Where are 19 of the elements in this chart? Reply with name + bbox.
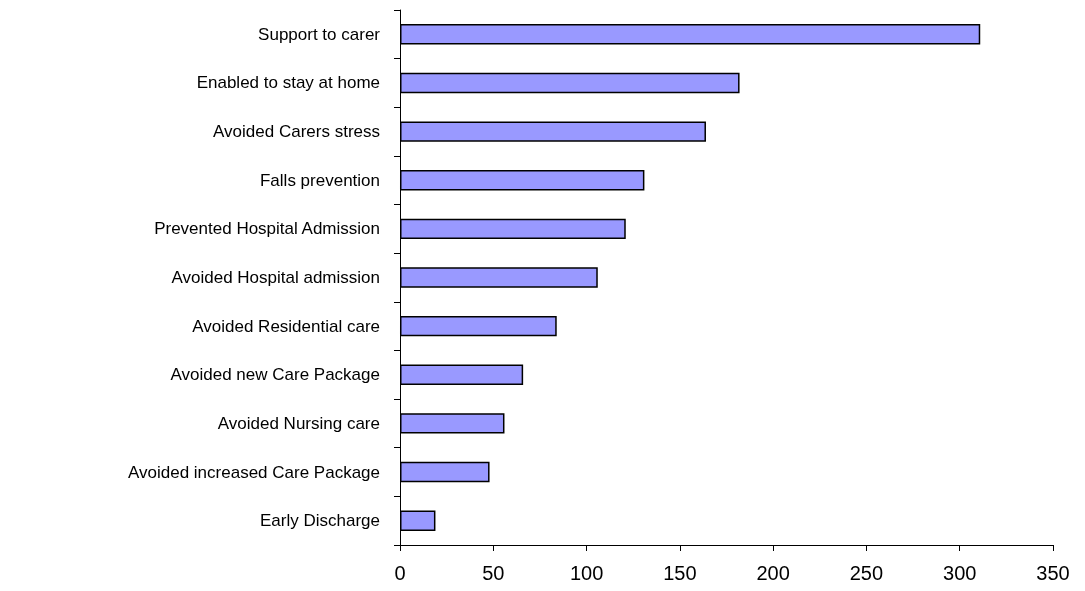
x-tick-label: 0 bbox=[394, 562, 406, 584]
x-tick-label: 350 bbox=[1036, 562, 1070, 584]
y-tick-label: Prevented Hospital Admission bbox=[154, 219, 380, 239]
y-tick-label: Support to carer bbox=[258, 24, 381, 44]
y-tick-label: Avoided Nursing care bbox=[217, 413, 380, 433]
x-tick-label: 200 bbox=[756, 562, 790, 584]
y-tick-label: Avoided Hospital admission bbox=[171, 268, 380, 287]
y-tick-label: Avoided new Care Package bbox=[170, 365, 380, 385]
y-tick-label: Avoided Residential care bbox=[192, 316, 380, 336]
y-tick-label: Falls prevention bbox=[259, 170, 380, 190]
y-tick-label: Enabled to stay at home bbox=[196, 73, 380, 93]
x-tick-label: 50 bbox=[482, 562, 505, 584]
x-tick-label: 300 bbox=[943, 562, 977, 584]
y-tick-label: Avoided increased Care Package bbox=[127, 462, 380, 482]
y-tick-label: Avoided Carers stress bbox=[213, 122, 380, 142]
x-tick-label: 100 bbox=[569, 562, 604, 584]
x-tick-label: 150 bbox=[663, 562, 697, 584]
y-tick-label: Early Discharge bbox=[260, 511, 380, 531]
x-tick-label: 250 bbox=[849, 562, 884, 584]
